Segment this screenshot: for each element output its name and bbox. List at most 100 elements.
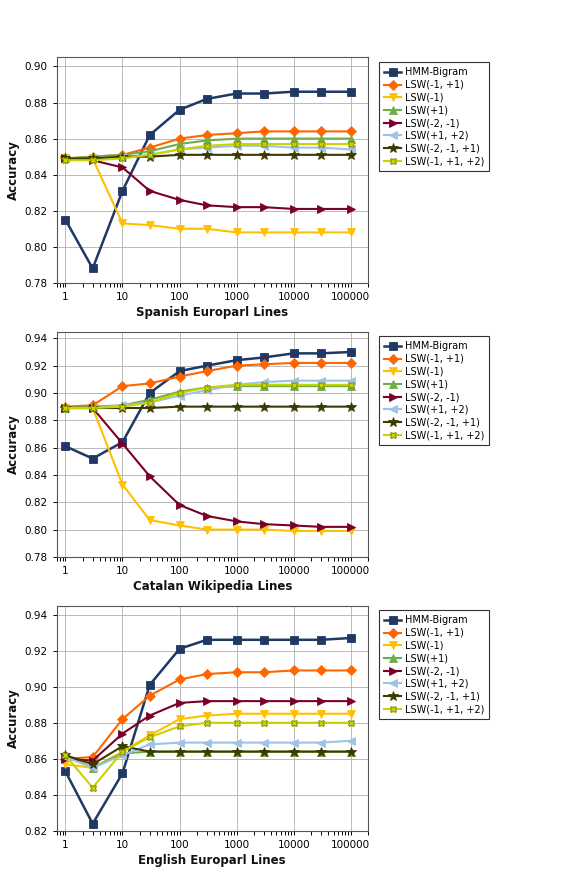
- LSW(+1, +2): [119, 151, 126, 162]
- LSW(-2, -1, +1): [89, 403, 96, 414]
- LSW(+1): [318, 133, 324, 144]
- Line: LSW(-2, -1, +1): LSW(-2, -1, +1): [61, 402, 355, 413]
- X-axis label: Catalan Wikipedia Lines: Catalan Wikipedia Lines: [132, 580, 292, 593]
- LSW(+1, +2): [318, 737, 324, 748]
- LSW(-1): [260, 227, 267, 238]
- LSW(-1, +1, +2): [260, 139, 267, 149]
- HMM-Bigram: [348, 633, 354, 644]
- LSW(+1): [260, 133, 267, 144]
- HMM-Bigram: [290, 635, 297, 645]
- LSW(-2, -1, +1): [233, 401, 240, 412]
- HMM-Bigram: [89, 453, 96, 464]
- HMM-Bigram: [176, 104, 183, 115]
- LSW(+1): [260, 381, 267, 392]
- Line: HMM-Bigram: HMM-Bigram: [62, 348, 354, 462]
- LSW(+1): [119, 149, 126, 160]
- LSW(+1): [119, 400, 126, 410]
- LSW(-2, -1, +1): [147, 403, 153, 414]
- LSW(-1, +1, +2): [348, 718, 354, 728]
- HMM-Bigram: [203, 94, 210, 104]
- LSW(+1, +2): [318, 376, 324, 386]
- Line: LSW(+1, +2): LSW(+1, +2): [62, 377, 354, 412]
- LSW(-1, +1, +2): [147, 397, 153, 408]
- LSW(-1, +1): [318, 665, 324, 675]
- LSW(-1, +1): [348, 358, 354, 369]
- LSW(-2, -1, +1): [119, 741, 126, 751]
- LSW(-1): [348, 227, 354, 238]
- LSW(-1, +1, +2): [62, 750, 69, 760]
- LSW(-1, +1, +2): [89, 403, 96, 414]
- HMM-Bigram: [62, 215, 69, 225]
- LSW(-1): [119, 746, 126, 757]
- LSW(-1, +1, +2): [260, 379, 267, 390]
- LSW(-2, -1, +1): [62, 403, 69, 414]
- LSW(-2, -1): [89, 155, 96, 165]
- LSW(+1, +2): [147, 739, 153, 750]
- LSW(+1): [203, 382, 210, 392]
- Legend: HMM-Bigram, LSW(-1, +1), LSW(-1), LSW(+1), LSW(-2, -1), LSW(+1, +2), LSW(-2, -1,: HMM-Bigram, LSW(-1, +1), LSW(-1), LSW(+1…: [379, 62, 490, 171]
- LSW(-1, +1, +2): [203, 141, 210, 151]
- LSW(-2, -1, +1): [233, 746, 240, 757]
- LSW(-2, -1, +1): [233, 149, 240, 160]
- LSW(-1, +1, +2): [318, 379, 324, 390]
- Line: LSW(-1): LSW(-1): [61, 404, 355, 535]
- LSW(-1, +1, +2): [147, 149, 153, 160]
- Line: LSW(+1, +2): LSW(+1, +2): [62, 142, 354, 163]
- LSW(-1, +1): [203, 366, 210, 377]
- LSW(-1): [89, 763, 96, 774]
- Line: LSW(-2, -1, +1): LSW(-2, -1, +1): [61, 150, 355, 164]
- LSW(-1, +1, +2): [290, 718, 297, 728]
- X-axis label: Spanish Europarl Lines: Spanish Europarl Lines: [136, 306, 288, 319]
- HMM-Bigram: [62, 441, 69, 452]
- HMM-Bigram: [348, 87, 354, 97]
- LSW(-2, -1): [119, 162, 126, 172]
- LSW(-2, -1): [176, 499, 183, 510]
- LSW(-1, +1): [176, 371, 183, 382]
- LSW(+1): [203, 135, 210, 146]
- Line: HMM-Bigram: HMM-Bigram: [62, 634, 354, 827]
- LSW(-2, -1): [89, 755, 96, 766]
- LSW(+1, +2): [348, 735, 354, 746]
- LSW(-1): [119, 218, 126, 229]
- LSW(-2, -1): [119, 728, 126, 739]
- HMM-Bigram: [233, 88, 240, 99]
- LSW(-2, -1): [290, 203, 297, 214]
- LSW(-1, +1): [260, 126, 267, 137]
- LSW(-1): [290, 227, 297, 238]
- LSW(+1, +2): [203, 385, 210, 395]
- LSW(-1, +1, +2): [260, 718, 267, 728]
- LSW(-1, +1): [318, 358, 324, 369]
- LSW(+1): [119, 748, 126, 758]
- LSW(+1): [348, 746, 354, 757]
- LSW(-1, +1): [318, 126, 324, 137]
- LSW(-2, -1, +1): [176, 746, 183, 757]
- Line: LSW(-2, -1): LSW(-2, -1): [62, 155, 354, 213]
- LSW(+1, +2): [260, 737, 267, 748]
- HMM-Bigram: [176, 366, 183, 377]
- LSW(+1, +2): [119, 750, 126, 760]
- LSW(+1): [89, 151, 96, 162]
- HMM-Bigram: [147, 680, 153, 690]
- LSW(-1, +1, +2): [62, 155, 69, 165]
- LSW(-1, +1, +2): [62, 403, 69, 414]
- LSW(-2, -1, +1): [318, 401, 324, 412]
- LSW(-1): [290, 526, 297, 537]
- HMM-Bigram: [260, 635, 267, 645]
- LSW(+1): [233, 746, 240, 757]
- Line: LSW(-1, +1, +2): LSW(-1, +1, +2): [62, 141, 354, 164]
- LSW(+1, +2): [89, 403, 96, 414]
- LSW(-1, +1): [62, 753, 69, 764]
- LSW(+1, +2): [147, 149, 153, 160]
- LSW(-2, -1): [260, 696, 267, 706]
- LSW(-1): [176, 714, 183, 725]
- Line: LSW(-2, -1, +1): LSW(-2, -1, +1): [61, 742, 355, 769]
- LSW(+1, +2): [348, 144, 354, 155]
- LSW(-1): [62, 759, 69, 770]
- LSW(-2, -1, +1): [260, 149, 267, 160]
- LSW(-1): [176, 224, 183, 234]
- HMM-Bigram: [89, 263, 96, 274]
- Line: LSW(+1): LSW(+1): [62, 382, 354, 412]
- LSW(-1, +1): [147, 690, 153, 701]
- LSW(-1): [233, 227, 240, 238]
- LSW(-1, +1): [348, 665, 354, 675]
